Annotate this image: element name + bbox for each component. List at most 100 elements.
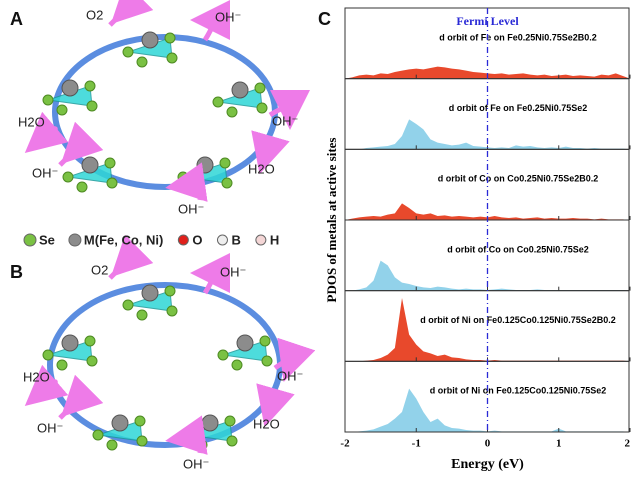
x-axis-label: Energy (eV) — [451, 457, 524, 472]
legend-marker — [23, 233, 37, 247]
se-atom — [164, 285, 176, 297]
se-atom — [84, 335, 96, 347]
pdos-area — [345, 298, 630, 362]
legend-marker — [216, 234, 228, 246]
metal-atom — [201, 414, 219, 432]
series-label: d orbit of Fe on Fe0.25Ni0.75Se2 — [449, 103, 588, 113]
se-atom — [226, 435, 238, 447]
se-atom — [164, 32, 176, 44]
metal-atom — [81, 156, 99, 174]
species-label: OH⁻ — [32, 165, 58, 180]
legend-label: M(Fe, Co, Ni) — [84, 232, 163, 247]
se-atom — [42, 349, 54, 361]
se-atom — [56, 104, 68, 116]
series-label: d orbit of Ni on Fe0.125Co0.125Ni0.75Se2… — [420, 315, 616, 325]
arrow — [108, 0, 154, 27]
pdos-area — [345, 388, 630, 432]
se-atom — [106, 439, 118, 451]
species-label: OH⁻ — [178, 201, 204, 216]
se-atom — [56, 359, 68, 371]
arrow — [273, 337, 316, 382]
metal-atom — [61, 79, 79, 97]
arrow — [268, 89, 310, 130]
species-label: H2O — [18, 114, 45, 129]
se-atom — [122, 46, 134, 58]
legend-label: Se — [39, 232, 55, 247]
species-label: H2O — [253, 416, 280, 431]
series-label: d orbit of Co on Co0.25Ni0.75Se2 — [447, 244, 589, 254]
se-atom — [106, 177, 118, 189]
arrow — [24, 111, 69, 154]
se-atom — [219, 157, 231, 169]
x-tick-label: -1 — [412, 438, 421, 450]
se-atom — [76, 181, 88, 193]
species-label: H2O — [23, 369, 50, 384]
arrow — [108, 234, 154, 280]
species-label: OH⁻ — [215, 9, 241, 24]
metal-atom — [111, 414, 129, 432]
arrow — [165, 415, 208, 455]
metal-atom — [61, 334, 79, 352]
species-label: H2O — [248, 161, 275, 176]
se-atom — [86, 100, 98, 112]
arrow — [165, 162, 208, 202]
diagrams: A O2 OH⁻ OH⁻ H2O OH⁻ H2O OH⁻ B O2 OH⁻ OH⁻ H2O OH⁻ H2O O… — [10, 0, 316, 471]
species-label: OH⁻ — [277, 368, 303, 383]
y-axis-label: PDOS of metals at active sites — [324, 138, 339, 303]
panel-label: B — [10, 262, 23, 282]
se-atom — [177, 171, 189, 183]
se-atom — [261, 355, 273, 367]
legend-label: O — [192, 232, 202, 247]
metal-atom — [141, 31, 159, 49]
arrow — [58, 374, 104, 420]
arrow — [190, 0, 231, 42]
x-tick-label: -2 — [340, 438, 350, 450]
pdos-area — [345, 260, 630, 291]
se-atom — [256, 102, 268, 114]
species-label: OH⁻ — [183, 456, 209, 471]
se-atom — [86, 355, 98, 367]
se-atom — [254, 82, 266, 94]
x-tick-label: 0 — [485, 438, 491, 450]
metal-atom — [236, 334, 254, 352]
metal-atom — [141, 284, 159, 302]
chart: C PDOS of metals at active sites Energy (e… — [318, 7, 631, 472]
species-label: OH⁻ — [220, 264, 246, 279]
arrow — [190, 253, 231, 295]
se-atom — [136, 435, 148, 447]
se-atom — [136, 56, 148, 68]
legend-marker — [255, 234, 267, 246]
legend-label: H — [270, 232, 279, 247]
panel-label: A — [10, 9, 23, 29]
fermi-label: Fermi Level — [456, 14, 519, 28]
subplot-frame — [344, 148, 630, 221]
legend-marker — [68, 233, 82, 247]
arrow — [24, 364, 69, 407]
se-atom — [231, 359, 243, 371]
arrow — [58, 121, 104, 167]
x-tick-label: 1 — [556, 438, 562, 450]
species-label: OH⁻ — [272, 113, 298, 128]
legend-label: B — [231, 232, 240, 247]
se-atom — [166, 52, 178, 64]
series-label: d orbit of Fe on Fe0.25Ni0.75Se2B0.2 — [439, 32, 597, 42]
se-atom — [104, 157, 116, 169]
se-atom — [122, 299, 134, 311]
arrow — [256, 383, 295, 428]
pdos-area — [345, 203, 630, 220]
se-atom — [166, 305, 178, 317]
panel-label: C — [318, 9, 331, 29]
metal-atom — [196, 156, 214, 174]
metal-atom — [231, 81, 249, 99]
se-atom — [42, 94, 54, 106]
se-atom — [84, 80, 96, 92]
se-atom — [136, 309, 148, 321]
x-tick-label: 2 — [625, 438, 631, 450]
se-atom — [221, 177, 233, 189]
se-atom — [224, 415, 236, 427]
subplot-frame — [344, 360, 630, 433]
pdos-area — [345, 119, 630, 150]
se-atom — [217, 349, 229, 361]
se-atom — [62, 171, 74, 183]
